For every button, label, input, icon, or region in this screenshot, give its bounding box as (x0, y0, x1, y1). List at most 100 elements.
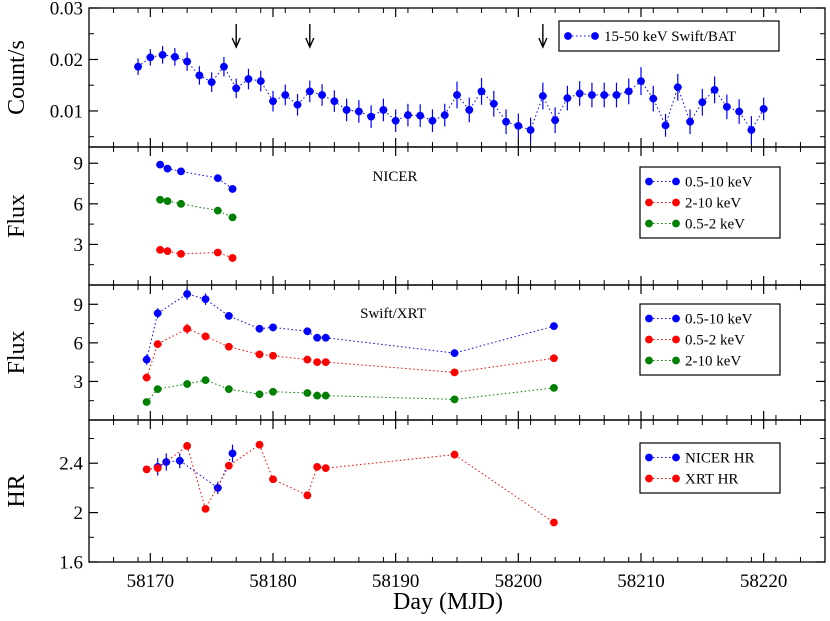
data-point (201, 332, 210, 341)
legend-marker (672, 335, 680, 344)
legend-marker (645, 177, 653, 186)
legend-label: XRT HR (685, 472, 738, 488)
panel-nicer: 3 6 9 Flux NICER 0.5-10 keV 2-10 keV 0.5-2 keV (4, 146, 826, 286)
data-point (163, 247, 172, 256)
data-point (269, 323, 277, 332)
data-point (293, 100, 302, 109)
data-point (698, 98, 707, 107)
data-point (269, 351, 277, 360)
y-tick-label: 6 (74, 194, 84, 215)
legend-label: NICER HR (685, 451, 755, 467)
legend-label: 2-10 keV (685, 354, 741, 370)
data-point (313, 391, 322, 400)
data-point (465, 106, 474, 114)
data-point (673, 83, 682, 92)
y-tick-label: 0.01 (50, 101, 83, 122)
data-point (600, 91, 609, 99)
x-tick-label: 58180 (249, 571, 297, 592)
y-tick-label: 0.03 (50, 0, 83, 20)
legend-marker (672, 314, 680, 323)
data-point (303, 355, 312, 364)
data-point (146, 53, 155, 62)
series-line-15-50 keV Swift/BAT (137, 54, 765, 131)
panel-xrt: 3 6 9 Flux Swift/XRT 0.5-10 keV 0.5-2 keV 2-10 … (4, 284, 826, 421)
legend-label: 2-10 keV (685, 196, 741, 212)
y-axis-label-bat: Count/s (4, 40, 30, 115)
y-tick-label: 0.02 (50, 50, 83, 71)
data-point (142, 355, 151, 364)
data-point (213, 484, 222, 492)
data-point (142, 398, 151, 406)
data-point (228, 449, 237, 458)
data-point (255, 390, 264, 399)
data-point (428, 116, 437, 125)
data-point (550, 354, 558, 363)
data-point (156, 195, 165, 204)
y-tick-label: 6 (74, 333, 84, 354)
data-point (201, 295, 210, 304)
data-point (735, 107, 744, 116)
data-point (342, 106, 351, 114)
data-point (228, 254, 237, 262)
data-point (637, 77, 645, 86)
data-point (661, 121, 670, 130)
y-tick-label: 2.4 (59, 454, 83, 475)
data-point (213, 174, 222, 183)
data-point (281, 91, 290, 99)
data-point (153, 385, 162, 394)
data-point (416, 111, 425, 120)
data-point (153, 340, 162, 349)
data-point (183, 380, 192, 388)
panel-bat: 0.01 0.02 0.03 Count/s 15-50 keV Swift/BAT (4, 0, 826, 148)
legend-box-xrt (639, 303, 781, 376)
data-point (367, 112, 376, 121)
data-point (453, 91, 461, 99)
data-point (201, 376, 210, 385)
data-point (450, 395, 459, 404)
data-point (404, 111, 412, 119)
data-point (321, 358, 330, 367)
data-point (220, 62, 228, 71)
legend-marker (645, 474, 653, 483)
legend-marker (591, 32, 599, 40)
data-point (142, 465, 151, 474)
data-point (269, 387, 277, 396)
data-point (321, 333, 330, 342)
legend-marker (672, 356, 680, 365)
data-point (489, 99, 498, 108)
data-point (686, 117, 694, 126)
data-point (175, 456, 184, 465)
data-point (330, 97, 339, 106)
data-point (313, 358, 322, 367)
data-point (224, 461, 233, 470)
y-tick-label: 3 (74, 372, 84, 393)
legend-label: 0.5-2 keV (685, 217, 745, 233)
data-point (313, 333, 322, 342)
legend-marker (672, 198, 680, 207)
data-point (256, 77, 265, 86)
data-point (588, 91, 596, 99)
data-point (303, 327, 312, 336)
legend-marker (672, 177, 680, 186)
series-line-2-10 keV (146, 379, 554, 403)
legend-box-nicer (639, 166, 781, 239)
outburst-arrow-head (305, 37, 315, 49)
data-point (305, 87, 314, 96)
data-point (255, 440, 264, 449)
data-point (354, 107, 363, 116)
data-point (450, 450, 459, 459)
data-point (514, 121, 523, 130)
x-tick-label: 58190 (372, 571, 420, 592)
data-point (550, 518, 558, 527)
y-tick-label: 2 (74, 503, 84, 524)
data-point (213, 206, 222, 215)
data-point (550, 383, 558, 392)
data-point (321, 391, 330, 400)
data-point (321, 464, 330, 473)
legend-box-hr (639, 442, 781, 494)
data-point (255, 324, 264, 333)
panel-hr: 1.6 2 2.4 58170 58180 58190 58200 58210 58220 HR N… (4, 419, 826, 592)
data-point (269, 97, 277, 106)
data-point (177, 249, 185, 258)
